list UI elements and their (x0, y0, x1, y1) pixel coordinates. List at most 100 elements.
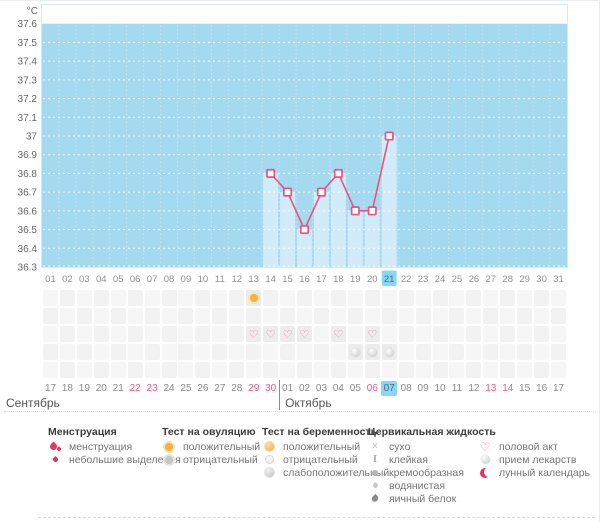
event-cell[interactable] (161, 290, 177, 306)
event-cell[interactable] (534, 308, 550, 324)
event-cell[interactable] (347, 344, 363, 360)
event-cell[interactable]: ♡ (280, 326, 296, 342)
event-cell[interactable] (161, 344, 177, 360)
event-cell[interactable] (229, 290, 245, 306)
event-cell[interactable] (381, 308, 397, 324)
event-cell[interactable] (381, 290, 397, 306)
event-cell[interactable]: ♡ (297, 326, 313, 342)
event-cell[interactable] (246, 308, 262, 324)
cycle-day-label[interactable]: 13 (248, 274, 259, 285)
temperature-column[interactable] (381, 136, 397, 267)
event-cell[interactable] (551, 308, 567, 324)
event-cell[interactable] (398, 326, 414, 342)
temperature-point[interactable] (266, 168, 276, 178)
cycle-day-label[interactable]: 06 (130, 274, 141, 285)
temperature-point[interactable] (299, 225, 310, 235)
event-cell[interactable] (483, 362, 499, 378)
event-cell[interactable] (229, 308, 245, 324)
event-cell[interactable] (297, 290, 313, 306)
event-cell[interactable] (127, 326, 143, 342)
event-cell[interactable] (449, 326, 465, 342)
cycle-day-label[interactable]: 24 (435, 274, 446, 285)
event-cell[interactable] (127, 308, 143, 324)
event-cell[interactable] (517, 326, 533, 342)
temperature-point[interactable] (316, 187, 326, 197)
event-cell[interactable] (381, 326, 397, 342)
temperature-column[interactable] (263, 173, 279, 267)
cycle-day-label[interactable]: 21 (384, 274, 395, 285)
event-cell[interactable] (229, 344, 245, 360)
cycle-day-label[interactable]: 07 (147, 274, 158, 285)
event-cell[interactable] (297, 362, 313, 378)
cycle-day-label[interactable]: 10 (198, 274, 209, 285)
event-cell[interactable] (415, 344, 431, 360)
event-cell[interactable] (551, 362, 567, 378)
event-cell[interactable] (398, 344, 414, 360)
event-cell[interactable] (466, 308, 482, 324)
event-cell[interactable] (432, 290, 448, 306)
temperature-point[interactable] (384, 131, 394, 141)
event-cell[interactable] (517, 344, 533, 360)
cycle-day-label[interactable]: 25 (452, 274, 463, 285)
event-cell[interactable] (178, 308, 194, 324)
event-cell[interactable] (313, 290, 329, 306)
event-cell[interactable] (144, 290, 160, 306)
event-cell[interactable] (500, 326, 516, 342)
event-cell[interactable] (43, 290, 58, 306)
event-cell[interactable] (330, 308, 346, 324)
event-cell[interactable] (263, 290, 279, 306)
event-cell[interactable] (93, 362, 109, 378)
event-cell[interactable] (229, 326, 245, 342)
event-cell[interactable]: ♡ (263, 326, 279, 342)
event-cell[interactable] (534, 362, 550, 378)
event-cell[interactable] (212, 344, 228, 360)
temperature-point[interactable] (350, 206, 360, 216)
event-cell[interactable] (551, 344, 567, 360)
temperature-point[interactable] (333, 168, 343, 178)
event-cell[interactable] (59, 308, 75, 324)
event-cell[interactable] (43, 344, 58, 360)
event-cell[interactable] (161, 308, 177, 324)
event-cell[interactable] (93, 308, 109, 324)
event-cell[interactable] (364, 290, 380, 306)
event-cell[interactable] (534, 344, 550, 360)
cycle-day-label[interactable]: 02 (62, 274, 73, 285)
event-cell[interactable] (195, 326, 211, 342)
temperature-column[interactable] (347, 210, 363, 267)
event-cell[interactable] (195, 308, 211, 324)
event-cell[interactable] (195, 344, 211, 360)
event-cell[interactable] (246, 362, 262, 378)
cycle-day-label[interactable]: 28 (502, 274, 513, 285)
event-cell[interactable] (381, 344, 397, 360)
cycle-day-label[interactable]: 30 (536, 274, 547, 285)
event-cell[interactable]: ♡ (246, 326, 262, 342)
event-cell[interactable] (263, 344, 279, 360)
event-cell[interactable] (297, 308, 313, 324)
event-cell[interactable] (76, 344, 92, 360)
event-cell[interactable] (483, 308, 499, 324)
event-cell[interactable] (297, 344, 313, 360)
event-cell[interactable] (144, 344, 160, 360)
event-cell[interactable] (551, 290, 567, 306)
event-cell[interactable] (466, 344, 482, 360)
event-cell[interactable] (76, 308, 92, 324)
event-cell[interactable] (466, 290, 482, 306)
event-cell[interactable] (500, 362, 516, 378)
cycle-day-label[interactable]: 17 (316, 274, 327, 285)
event-cell[interactable] (127, 290, 143, 306)
event-cell[interactable] (263, 362, 279, 378)
event-cell[interactable] (517, 308, 533, 324)
event-cell[interactable] (534, 290, 550, 306)
event-cell[interactable] (466, 326, 482, 342)
event-cell[interactable] (432, 362, 448, 378)
event-cell[interactable] (76, 290, 92, 306)
event-cell[interactable] (110, 326, 126, 342)
event-cell[interactable] (415, 362, 431, 378)
event-cell[interactable] (551, 326, 567, 342)
event-cell[interactable] (110, 290, 126, 306)
event-cell[interactable] (280, 344, 296, 360)
event-cell[interactable] (330, 290, 346, 306)
event-cell[interactable] (59, 290, 75, 306)
event-cell[interactable] (347, 362, 363, 378)
event-cell[interactable] (93, 344, 109, 360)
